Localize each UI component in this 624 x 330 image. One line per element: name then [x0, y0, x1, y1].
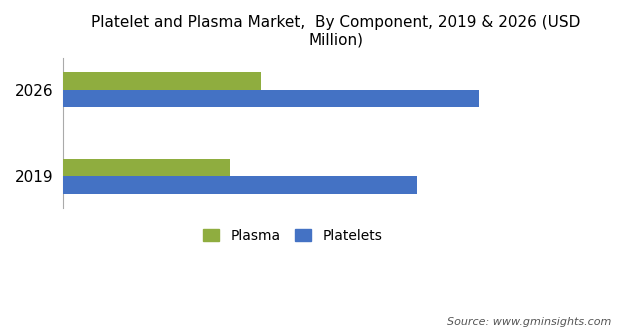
Title: Platelet and Plasma Market,  By Component, 2019 & 2026 (USD
Million): Platelet and Plasma Market, By Component… [92, 15, 581, 48]
Legend: Plasma, Platelets: Plasma, Platelets [197, 223, 388, 248]
Bar [64, 72, 261, 89]
Text: Source: www.gminsights.com: Source: www.gminsights.com [447, 317, 612, 327]
Bar [64, 89, 479, 107]
Bar [64, 159, 230, 176]
Bar [64, 176, 417, 194]
